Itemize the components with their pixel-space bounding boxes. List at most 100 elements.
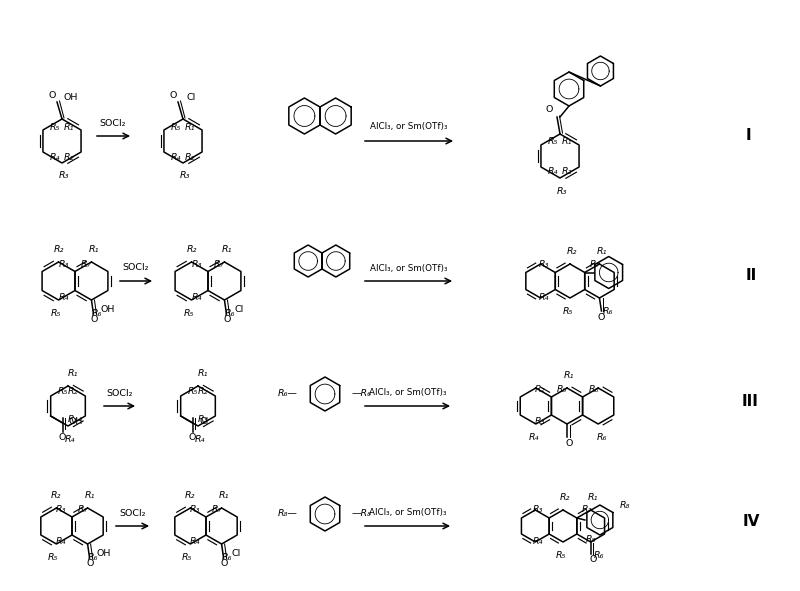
Text: R₄: R₄: [529, 433, 539, 441]
Text: R₁: R₁: [587, 492, 598, 502]
Text: R₃: R₃: [59, 260, 69, 269]
Text: OH: OH: [69, 417, 83, 427]
Text: R₂: R₂: [64, 152, 74, 161]
Text: R₃: R₃: [533, 505, 543, 515]
Text: R₁: R₁: [198, 369, 208, 378]
Text: R₂: R₂: [198, 388, 209, 397]
Text: O: O: [170, 90, 177, 99]
Text: R₁: R₁: [222, 245, 232, 254]
Text: O: O: [566, 439, 573, 447]
Text: SOCl₂: SOCl₂: [106, 388, 134, 398]
Text: R₂: R₂: [562, 167, 572, 177]
Text: R₇: R₇: [582, 505, 592, 515]
Text: R₁: R₁: [64, 122, 74, 132]
Text: SOCl₂: SOCl₂: [100, 119, 126, 128]
Text: AlCl₃, or Sm(OTf)₃: AlCl₃, or Sm(OTf)₃: [370, 264, 448, 272]
Text: —R₈: —R₈: [352, 509, 372, 518]
Text: R₂: R₂: [185, 152, 195, 161]
Text: R₅: R₅: [50, 309, 61, 317]
Text: III: III: [742, 394, 758, 408]
Text: R₆: R₆: [224, 310, 234, 319]
Text: Cl: Cl: [199, 417, 208, 427]
Text: R₁: R₁: [218, 491, 229, 499]
Text: SOCl₂: SOCl₂: [122, 264, 150, 272]
Text: R₄: R₄: [190, 537, 200, 547]
Text: R₆—: R₆—: [278, 389, 298, 398]
Text: R₁: R₁: [596, 246, 606, 255]
Text: R₄: R₄: [548, 167, 558, 177]
Text: O: O: [598, 313, 605, 322]
Text: O: O: [546, 105, 553, 113]
Text: R₇: R₇: [214, 260, 224, 269]
Text: —R₆: —R₆: [352, 389, 372, 398]
Text: R₃: R₃: [192, 260, 202, 269]
Text: R₅: R₅: [170, 122, 181, 132]
Text: R₂: R₂: [68, 388, 78, 397]
Text: R₁: R₁: [185, 122, 195, 132]
Text: O: O: [59, 434, 66, 443]
Text: Cl: Cl: [232, 548, 242, 557]
Text: R₃: R₃: [190, 505, 200, 515]
Text: R₃: R₃: [535, 417, 546, 427]
Text: R₄: R₄: [170, 152, 181, 161]
Text: R₄: R₄: [50, 152, 60, 161]
Text: R₂: R₂: [54, 245, 64, 254]
Text: R₅: R₅: [50, 122, 60, 132]
Text: R₂: R₂: [535, 385, 546, 395]
Text: R₅: R₅: [548, 138, 558, 147]
Text: R₆: R₆: [222, 554, 232, 563]
Text: SOCl₂: SOCl₂: [120, 508, 146, 518]
Text: R₆: R₆: [597, 433, 607, 441]
Text: O: O: [224, 316, 231, 324]
Text: OH: OH: [64, 93, 78, 102]
Text: R₄: R₄: [65, 434, 75, 443]
Text: R₁: R₁: [85, 491, 94, 499]
Text: O: O: [48, 90, 56, 99]
Text: O: O: [189, 434, 196, 443]
Text: Cl: Cl: [186, 93, 196, 102]
Text: R₃: R₃: [539, 260, 550, 269]
Text: R₄: R₄: [539, 293, 550, 302]
Text: R₄: R₄: [56, 537, 66, 547]
Text: R₇: R₇: [81, 260, 91, 269]
Text: R₅: R₅: [187, 388, 198, 397]
Text: OH: OH: [97, 548, 110, 557]
Text: R₅: R₅: [556, 550, 566, 560]
Text: R₄: R₄: [59, 293, 69, 302]
Text: R₇: R₇: [78, 505, 88, 515]
Text: R₈: R₈: [620, 501, 630, 510]
Text: R₃: R₃: [198, 415, 209, 424]
Text: R₄: R₄: [195, 434, 205, 443]
Text: R₃: R₃: [56, 505, 66, 515]
Text: R₇: R₇: [590, 260, 600, 269]
Text: I: I: [745, 128, 751, 144]
Text: R₁: R₁: [88, 245, 98, 254]
Text: O: O: [90, 316, 98, 324]
Text: R₆: R₆: [602, 307, 613, 317]
Text: O: O: [87, 560, 94, 569]
Text: R₁: R₁: [564, 371, 574, 379]
Text: R₁: R₁: [68, 369, 78, 378]
Text: R₅: R₅: [563, 307, 573, 316]
Text: R₂: R₂: [560, 492, 570, 502]
Text: R₈: R₈: [586, 535, 596, 544]
Text: O: O: [589, 556, 597, 564]
Text: R₅: R₅: [182, 553, 193, 561]
Text: R₃: R₃: [68, 415, 78, 424]
Text: R₆: R₆: [594, 551, 604, 560]
Text: R₂: R₂: [567, 246, 577, 255]
Text: R₅: R₅: [48, 553, 58, 561]
Text: R₂: R₂: [186, 491, 195, 499]
Text: IV: IV: [742, 514, 760, 528]
Text: R₈—: R₈—: [278, 509, 298, 518]
Text: II: II: [746, 268, 757, 284]
Text: R₂: R₂: [186, 245, 197, 254]
Text: OH: OH: [100, 304, 114, 313]
Text: R₅: R₅: [558, 385, 567, 395]
Text: R₅: R₅: [58, 388, 68, 397]
Text: Cl: Cl: [235, 304, 244, 313]
Text: AlCl₃, or Sm(OTf)₃: AlCl₃, or Sm(OTf)₃: [370, 388, 446, 398]
Text: R₂: R₂: [51, 491, 62, 499]
Text: R₃: R₃: [557, 187, 567, 196]
Text: R₄: R₄: [533, 537, 543, 547]
